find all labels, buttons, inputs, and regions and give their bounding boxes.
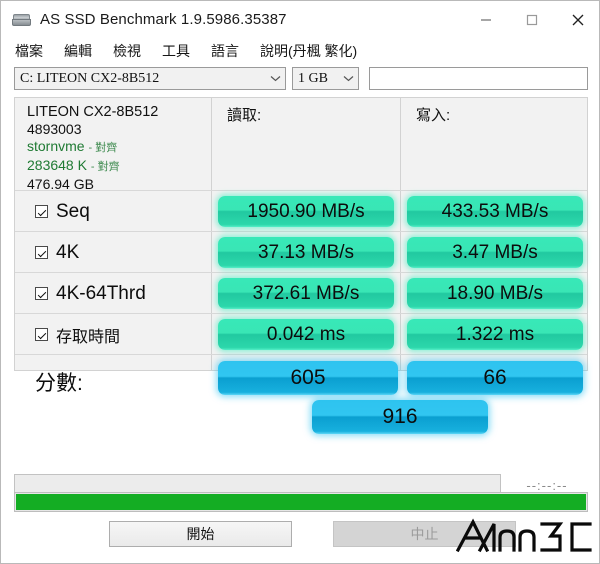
progress-bar — [14, 492, 588, 512]
column-divider-read — [211, 98, 212, 370]
chevron-down-icon — [339, 75, 358, 82]
score-read: 605 — [218, 361, 398, 395]
result-read-seq: 1950.90 MB/s — [218, 196, 394, 227]
row-divider — [15, 313, 587, 314]
result-write-4k-64thrd: 18.90 MB/s — [407, 278, 583, 309]
minimize-icon — [481, 18, 491, 21]
toolbar: C: LITEON CX2-8B512 1 GB — [1, 65, 599, 93]
score-row: 分數: 605 66 916 — [15, 355, 589, 442]
checkbox-access-time[interactable] — [35, 328, 48, 341]
score-write: 66 — [407, 361, 583, 395]
window-title: AS SSD Benchmark 1.9.5986.35387 — [40, 11, 287, 28]
test-name: Seq — [56, 200, 90, 222]
checkbox-4k[interactable] — [35, 246, 48, 259]
test-label-access-time[interactable]: 存取時間 — [35, 314, 120, 355]
maximize-button[interactable] — [509, 1, 555, 38]
abort-button: 中止 — [333, 521, 516, 547]
test-size-select[interactable]: 1 GB — [292, 67, 359, 90]
drive-offset-line: 283648 K - 對齊 — [27, 157, 207, 176]
column-divider-write — [400, 98, 401, 370]
menu-bar: 檔案 編輯 檢視 工具 語言 說明(丹楓 繁化) — [1, 38, 599, 64]
test-name: 4K-64Thrd — [56, 282, 146, 304]
chevron-down-icon — [266, 75, 285, 82]
close-button[interactable] — [555, 1, 599, 38]
score-label: 分數: — [35, 372, 83, 395]
row-divider — [15, 354, 587, 355]
drive-capacity: 476.94 GB — [27, 176, 94, 192]
drive-offset: 283648 K — [27, 157, 87, 173]
test-label-4k[interactable]: 4K — [35, 232, 79, 273]
drive-select[interactable]: C: LITEON CX2-8B512 — [14, 67, 286, 90]
row-divider — [15, 272, 587, 273]
table-row: 存取時間 0.042 ms 1.322 ms — [15, 314, 589, 355]
menu-item-language[interactable]: 語言 — [211, 43, 239, 59]
maximize-icon — [526, 14, 538, 25]
result-write-seq: 433.53 MB/s — [407, 196, 583, 227]
results-panel: LITEON CX2-8B512 4893003 stornvme - 對齊 2… — [14, 97, 589, 434]
result-read-access-time: 0.042 ms — [218, 319, 394, 350]
title-bar: AS SSD Benchmark 1.9.5986.35387 — [1, 1, 599, 38]
checkbox-seq[interactable] — [35, 205, 48, 218]
result-write-4k: 3.47 MB/s — [407, 237, 583, 268]
close-icon — [572, 14, 584, 25]
table-row: 4K-64Thrd 372.61 MB/s 18.90 MB/s — [15, 273, 589, 314]
drive-model: LITEON CX2-8B512 — [27, 104, 159, 120]
elapsed-time: --:--:-- — [526, 477, 568, 493]
menu-item-help[interactable]: 說明(丹楓 繁化) — [260, 43, 358, 59]
test-name: 存取時間 — [56, 328, 121, 346]
score-total: 916 — [312, 400, 488, 434]
drive-info-block: LITEON CX2-8B512 4893003 stornvme - 對齊 2… — [27, 104, 207, 193]
menu-item-file[interactable]: 檔案 — [15, 43, 43, 59]
test-label-4k-64thrd[interactable]: 4K-64Thrd — [35, 273, 146, 314]
ssd-drive-icon — [12, 10, 31, 29]
test-label-seq[interactable]: Seq — [35, 191, 90, 232]
start-button[interactable]: 開始 — [109, 521, 292, 547]
progress-bar-fill — [16, 494, 586, 510]
menu-item-view[interactable]: 檢視 — [113, 43, 141, 59]
menu-item-tools[interactable]: 工具 — [162, 43, 190, 59]
drive-driver: stornvme — [27, 138, 85, 154]
window-controls — [463, 1, 599, 38]
result-write-access-time: 1.322 ms — [407, 319, 583, 350]
file-path-input[interactable] — [369, 67, 588, 90]
drive-select-value: C: LITEON CX2-8B512 — [20, 70, 160, 86]
drive-driver-status: - 對齊 — [88, 142, 118, 154]
checkbox-4k-64thrd[interactable] — [35, 287, 48, 300]
menu-item-edit[interactable]: 編輯 — [64, 43, 92, 59]
table-row: 4K 37.13 MB/s 3.47 MB/s — [15, 232, 589, 273]
drive-firmware: 4893003 — [27, 121, 82, 137]
minimize-button[interactable] — [463, 1, 509, 38]
table-row: Seq 1950.90 MB/s 433.53 MB/s — [15, 191, 589, 232]
row-divider — [15, 231, 587, 232]
column-header-read: 讀取: — [227, 107, 262, 124]
test-size-value: 1 GB — [298, 70, 328, 86]
row-divider — [15, 190, 587, 191]
result-read-4k: 37.13 MB/s — [218, 237, 394, 268]
drive-driver-line: stornvme - 對齊 — [27, 138, 207, 157]
drive-offset-status: - 對齊 — [90, 161, 120, 173]
test-name: 4K — [56, 241, 80, 263]
column-header-write: 寫入: — [416, 107, 451, 124]
result-read-4k-64thrd: 372.61 MB/s — [218, 278, 394, 309]
